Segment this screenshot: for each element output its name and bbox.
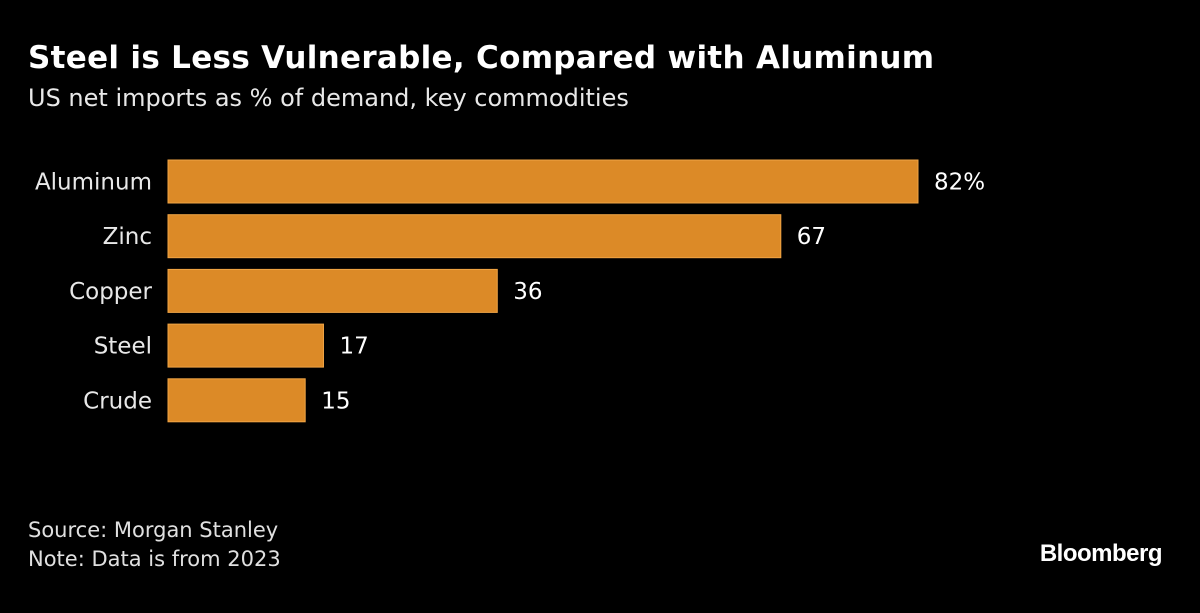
category-label: Copper <box>69 279 152 305</box>
category-label: Zinc <box>103 224 152 250</box>
bar-zinc <box>167 214 782 259</box>
footer-notes: Source: Morgan Stanley Note: Data is fro… <box>28 516 281 574</box>
category-label: Crude <box>83 388 152 414</box>
data-label: 82% <box>934 170 985 196</box>
data-label: 67 <box>797 224 826 250</box>
category-label: Steel <box>94 334 152 360</box>
source-text: Source: Morgan Stanley <box>28 518 279 542</box>
data-label: 15 <box>321 388 350 414</box>
bar-copper <box>167 268 498 313</box>
category-label: Aluminum <box>35 170 152 196</box>
bar-crude <box>167 378 306 423</box>
note-text: Note: Data is from 2023 <box>28 547 281 571</box>
bloomberg-logo: Bloomberg <box>1039 540 1163 567</box>
bar-aluminum <box>167 159 919 204</box>
chart-subtitle: US net imports as % of demand, key commo… <box>28 84 629 112</box>
data-label: 17 <box>339 334 368 360</box>
bar-steel <box>167 323 324 368</box>
chart-title: Steel is Less Vulnerable, Compared with … <box>28 40 935 76</box>
data-label: 36 <box>513 279 542 305</box>
